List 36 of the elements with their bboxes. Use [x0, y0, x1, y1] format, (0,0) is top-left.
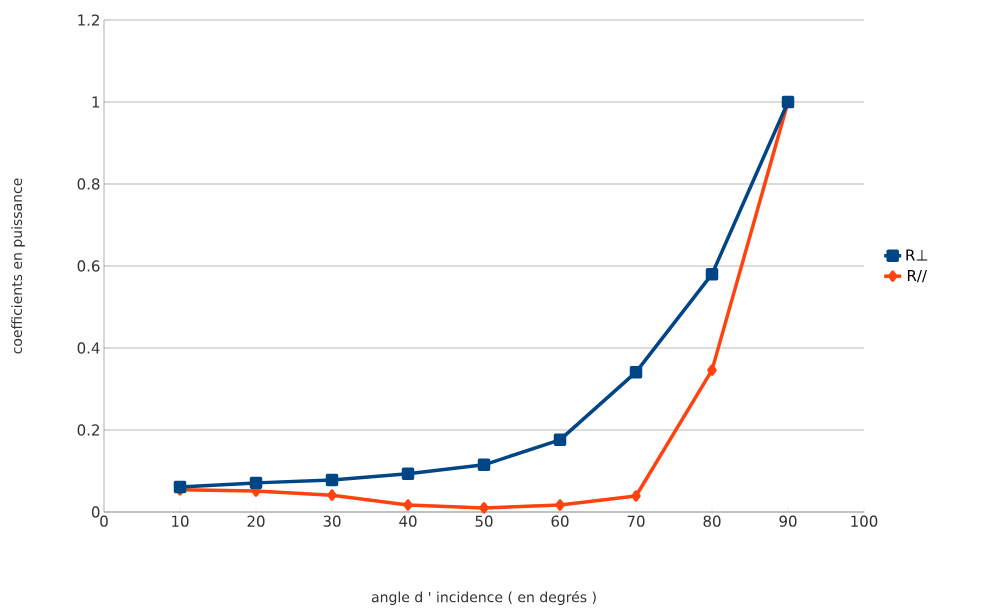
y-tick-label: 0.2 — [77, 424, 99, 436]
x-tick-label: 70 — [627, 515, 645, 527]
point — [327, 489, 337, 501]
point — [555, 499, 565, 511]
point — [631, 490, 641, 502]
x-tick-label: 0 — [100, 515, 108, 527]
x-axis-title: angle d ' incidence ( en degrés ) — [371, 590, 596, 606]
x-tick-label: 60 — [551, 515, 569, 527]
x-tick-label: 50 — [475, 515, 493, 527]
y-axis-title: coefficients en puissance — [11, 178, 25, 354]
x-tick-label: 90 — [779, 515, 797, 527]
x-tick-label: 80 — [703, 515, 721, 527]
x-tick-label: 30 — [323, 515, 341, 527]
point — [479, 502, 489, 514]
y-tick-label: 1.2 — [78, 14, 99, 26]
x-tick-label: 20 — [247, 515, 265, 527]
x-tick-label: 100 — [851, 515, 878, 527]
point — [401, 467, 415, 481]
y-tick-label: 1 — [92, 96, 100, 108]
y-tick-label: 0 — [91, 506, 100, 518]
legend-label: R⊥ — [906, 249, 928, 261]
y-tick-label: 0.4 — [77, 342, 100, 354]
point — [173, 480, 187, 494]
x-tick-label: 40 — [399, 515, 417, 527]
point — [553, 433, 567, 447]
y-tick-label: 0.6 — [77, 260, 100, 272]
point — [629, 365, 643, 379]
point — [705, 267, 719, 281]
legend-label: R// — [907, 269, 927, 283]
point — [403, 499, 413, 511]
point — [707, 364, 717, 376]
point — [477, 458, 491, 472]
y-tick-label: 0.8 — [77, 178, 100, 190]
x-tick-label: 10 — [172, 515, 189, 527]
point — [249, 476, 263, 490]
point — [325, 473, 339, 487]
